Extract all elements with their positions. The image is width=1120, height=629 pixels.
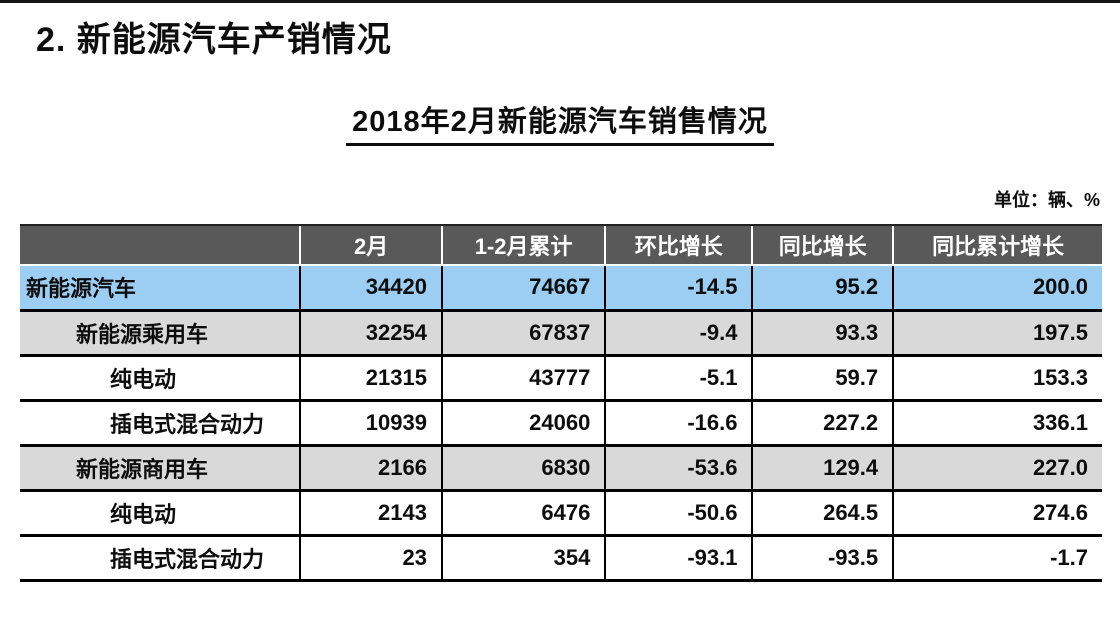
header-cell-feb: 2月 [299,224,442,266]
table-header-row: 2月 1-2月累计 环比增长 同比增长 同比累计增长 [20,224,1102,266]
row-label: 纯电动 [20,488,301,535]
header-cell-cumulative: 1-2月累计 [440,224,606,266]
cell-feb: 10939 [299,398,442,445]
cell-yoy-growth: 264.5 [751,488,894,535]
cell-mom-growth: -9.4 [604,308,753,355]
row-label: 新能源商用车 [20,443,301,490]
cell-feb: 32254 [299,308,442,355]
table-row: 插电式混合动力 23 354 -93.1 -93.5 -1.7 [20,533,1102,582]
cell-cumulative: 74667 [440,264,606,310]
cell-yoy-cum-growth: 336.1 [892,398,1102,445]
cell-cumulative: 6476 [440,488,606,535]
table-row: 纯电动 2143 6476 -50.6 264.5 274.6 [20,488,1102,535]
cell-cumulative: 67837 [440,308,606,355]
cell-feb: 23 [299,533,442,582]
sales-table: 2月 1-2月累计 环比增长 同比增长 同比累计增长 新能源汽车 34420 7… [20,224,1102,582]
row-label: 插电式混合动力 [20,533,301,582]
subtitle-container: 2018年2月新能源汽车销售情况 [0,98,1120,146]
cell-yoy-growth: 129.4 [751,443,894,490]
header-cell-yoy-growth: 同比增长 [751,224,894,266]
table-row: 插电式混合动力 10939 24060 -16.6 227.2 336.1 [20,398,1102,445]
header-cell-category [20,224,301,266]
cell-mom-growth: -14.5 [604,264,753,310]
row-label: 新能源乘用车 [20,308,301,355]
cell-cumulative: 24060 [440,398,606,445]
cell-cumulative: 43777 [440,353,606,400]
row-label: 纯电动 [20,353,301,400]
cell-yoy-growth: 95.2 [751,264,894,310]
cell-cumulative: 354 [440,533,606,582]
cell-mom-growth: -53.6 [604,443,753,490]
cell-mom-growth: -16.6 [604,398,753,445]
cell-yoy-cum-growth: 227.0 [892,443,1102,490]
row-label: 新能源汽车 [20,264,301,310]
cell-yoy-cum-growth: 274.6 [892,488,1102,535]
cell-yoy-growth: -93.5 [751,533,894,582]
slide-top-edge [0,0,1120,3]
cell-yoy-cum-growth: 197.5 [892,308,1102,355]
table-row: 新能源汽车 34420 74667 -14.5 95.2 200.0 [20,264,1102,310]
cell-feb: 34420 [299,264,442,310]
header-cell-mom-growth: 环比增长 [604,224,753,266]
cell-mom-growth: -50.6 [604,488,753,535]
header-cell-yoy-cum-growth: 同比累计增长 [892,224,1102,266]
row-label: 插电式混合动力 [20,398,301,445]
table-row: 新能源乘用车 32254 67837 -9.4 93.3 197.5 [20,308,1102,355]
cell-yoy-cum-growth: 200.0 [892,264,1102,310]
table-title: 2018年2月新能源汽车销售情况 [346,98,774,146]
cell-yoy-growth: 227.2 [751,398,894,445]
cell-mom-growth: -5.1 [604,353,753,400]
page-title: 2. 新能源汽车产销情况 [36,21,392,59]
table-row: 新能源商用车 2166 6830 -53.6 129.4 227.0 [20,443,1102,490]
cell-yoy-growth: 93.3 [751,308,894,355]
sales-table-container: 2月 1-2月累计 环比增长 同比增长 同比累计增长 新能源汽车 34420 7… [20,224,1102,582]
cell-yoy-cum-growth: 153.3 [892,353,1102,400]
cell-yoy-growth: 59.7 [751,353,894,400]
table-row: 纯电动 21315 43777 -5.1 59.7 153.3 [20,353,1102,400]
cell-cumulative: 6830 [440,443,606,490]
cell-feb: 2143 [299,488,442,535]
cell-yoy-cum-growth: -1.7 [892,533,1102,582]
cell-mom-growth: -93.1 [604,533,753,582]
unit-note: 单位：辆、% [993,190,1100,210]
cell-feb: 2166 [299,443,442,490]
cell-feb: 21315 [299,353,442,400]
